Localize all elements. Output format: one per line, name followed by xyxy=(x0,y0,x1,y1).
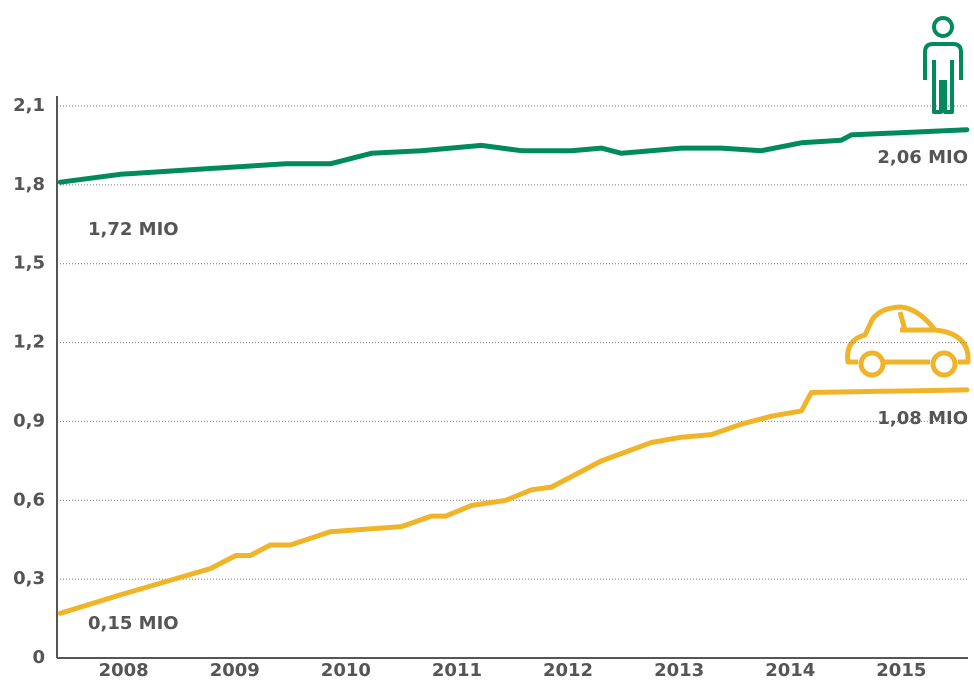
y-tick-label: 0,3 xyxy=(13,568,45,589)
x-tick-label: 2008 xyxy=(99,660,149,681)
x-tick-label: 2013 xyxy=(654,660,704,681)
x-tick-label: 2010 xyxy=(321,660,371,681)
y-tick-label: 0 xyxy=(32,647,45,668)
person-icon xyxy=(923,16,963,114)
annotation: 1,08 MIO xyxy=(877,408,968,429)
series-line xyxy=(57,387,970,616)
x-tick-label: 2011 xyxy=(432,660,482,681)
y-tick-label: 1,2 xyxy=(13,332,45,353)
annotation: 2,06 MIO xyxy=(877,147,968,168)
annotation: 0,15 MIO xyxy=(88,613,179,634)
x-tick-label: 2015 xyxy=(876,660,926,681)
y-tick-label: 0,6 xyxy=(13,489,45,510)
series-line xyxy=(57,127,970,185)
y-tick-label: 2,1 xyxy=(13,95,45,116)
x-tick-label: 2009 xyxy=(210,660,260,681)
y-tick-label: 1,5 xyxy=(13,253,45,274)
annotation: 1,72 MIO xyxy=(88,219,179,240)
x-tick-label: 2012 xyxy=(543,660,593,681)
x-tick-label: 2014 xyxy=(765,660,815,681)
y-tick-label: 1,8 xyxy=(13,174,45,195)
car-icon xyxy=(845,304,971,378)
y-tick-label: 0,9 xyxy=(13,410,45,431)
